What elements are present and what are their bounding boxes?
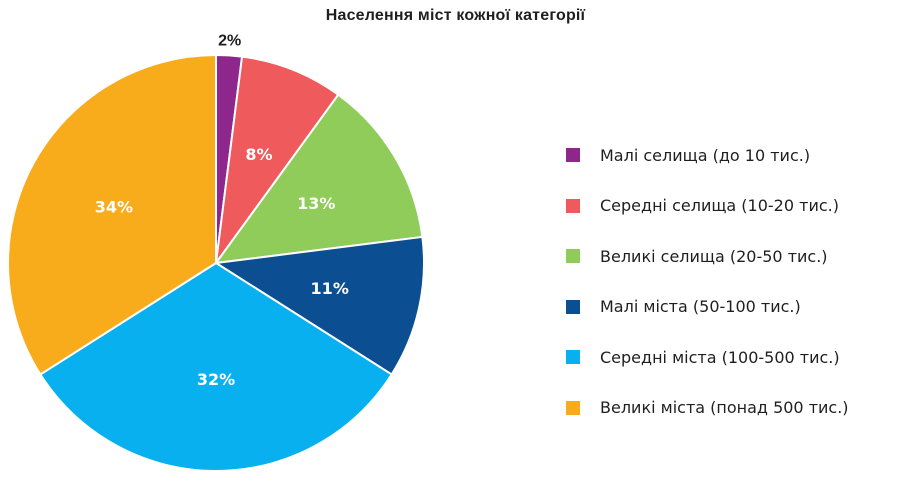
slice-label: 8% <box>245 145 272 164</box>
pie-slices <box>7 54 425 472</box>
chart-legend: Малі селища (до 10 тис.) Середні селища (… <box>566 130 849 433</box>
legend-swatch <box>566 400 580 415</box>
legend-label: Малі селища (до 10 тис.) <box>600 145 811 165</box>
legend-item: Великі міста (понад 500 тис.) <box>566 383 849 434</box>
slice-label: 11% <box>311 279 349 298</box>
legend-item: Малі селища (до 10 тис.) <box>566 130 849 181</box>
legend-item: Середні міста (100-500 тис.) <box>566 332 849 383</box>
slice-label: 32% <box>197 370 235 389</box>
pie-slice-labels: 2% 8% 13% 11% 32% 34% <box>95 32 349 389</box>
legend-swatch <box>566 148 580 163</box>
pie-slice <box>39 262 393 472</box>
chart-title: Населення міст кожної категорії <box>325 7 586 24</box>
legend-swatch <box>566 350 580 365</box>
pie-slice <box>215 93 424 264</box>
slice-label: 34% <box>95 197 133 216</box>
legend-item: Великі селища (20-50 тис.) <box>566 231 849 282</box>
legend-label: Великі селища (20-50 тис.) <box>600 246 828 266</box>
legend-swatch <box>566 299 580 314</box>
legend-label: Середні міста (100-500 тис.) <box>600 347 840 367</box>
pie-slice <box>7 54 217 376</box>
legend-swatch <box>566 198 580 213</box>
pie-slice <box>215 235 425 376</box>
pie-slice <box>215 55 340 264</box>
legend-label: Середні селища (10-20 тис.) <box>600 196 839 216</box>
legend-item: Малі міста (50-100 тис.) <box>566 282 849 333</box>
legend-label: Великі міста (понад 500 тис.) <box>600 398 849 418</box>
legend-item: Середні селища (10-20 тис.) <box>566 181 849 232</box>
legend-swatch <box>566 249 580 264</box>
slice-label: 13% <box>297 194 335 213</box>
slice-label: 2% <box>218 32 241 49</box>
legend-label: Малі міста (50-100 тис.) <box>600 297 801 317</box>
